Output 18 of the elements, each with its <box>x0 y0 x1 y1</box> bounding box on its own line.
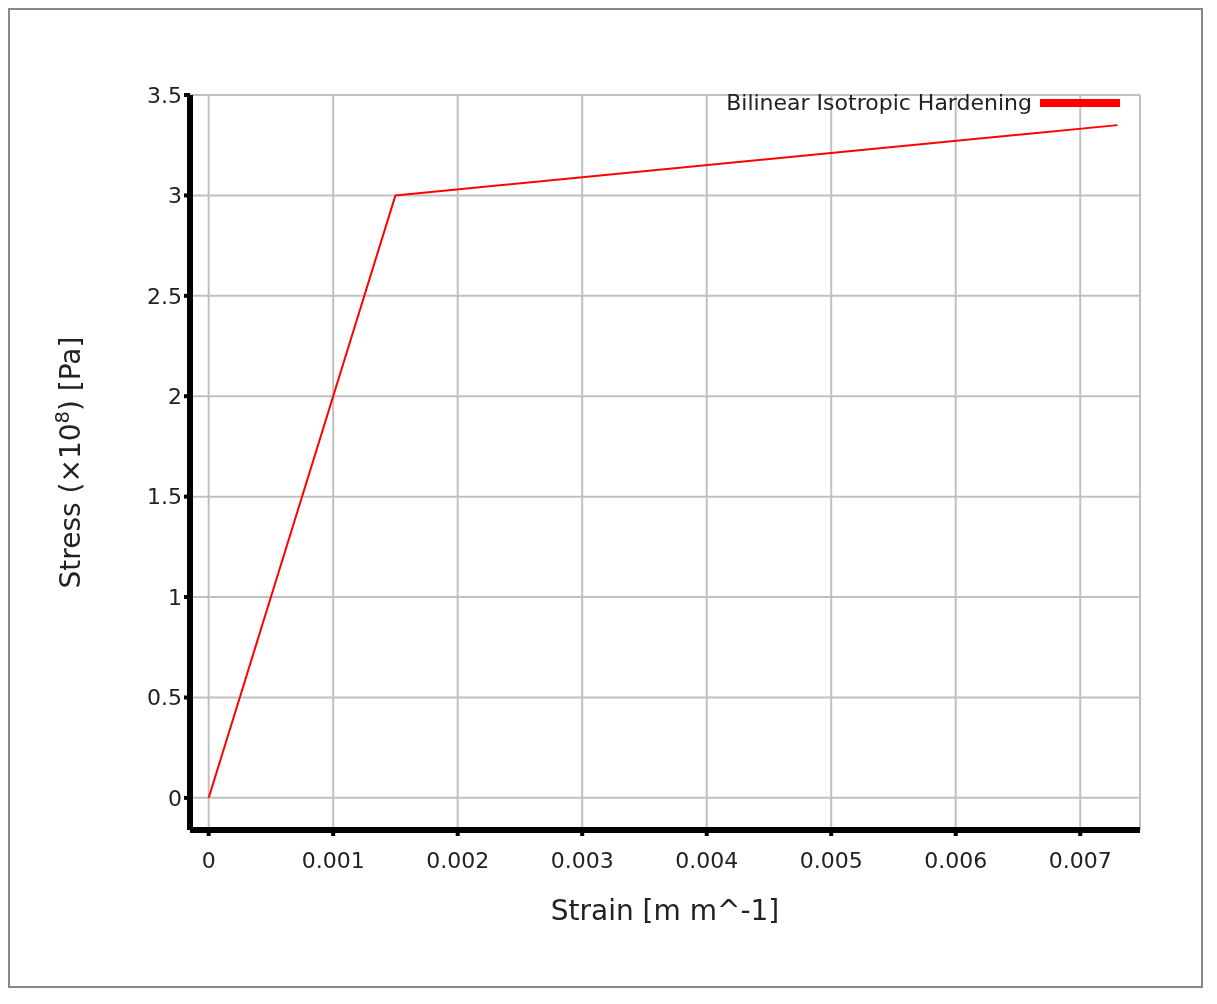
x-tick-label: 0.007 <box>1048 847 1112 873</box>
x-tick-label: 0.001 <box>301 847 365 873</box>
y-tick-label: 3.5 <box>147 82 182 108</box>
x-tick-label: 0.005 <box>799 847 863 873</box>
y-tick-label: 1 <box>168 584 182 610</box>
x-tick-label: 0.004 <box>675 847 739 873</box>
x-tick-label: 0.002 <box>426 847 490 873</box>
y-tick-label: 0 <box>168 785 182 811</box>
x-tick-label: 0.006 <box>924 847 988 873</box>
x-axis-title: Strain [m m^-1] <box>550 894 780 927</box>
y-tick-label: 1.5 <box>147 484 182 510</box>
x-tick-label: 0 <box>201 847 216 873</box>
x-tick-label: 0.003 <box>550 847 614 873</box>
y-tick-label: 3 <box>168 183 182 209</box>
y-tick-label: 2 <box>168 384 182 410</box>
legend-label: Bilinear Isotropic Hardening <box>726 90 1032 115</box>
y-tick-label: 2.5 <box>147 283 182 309</box>
y-tick-label: 0.5 <box>147 685 182 711</box>
